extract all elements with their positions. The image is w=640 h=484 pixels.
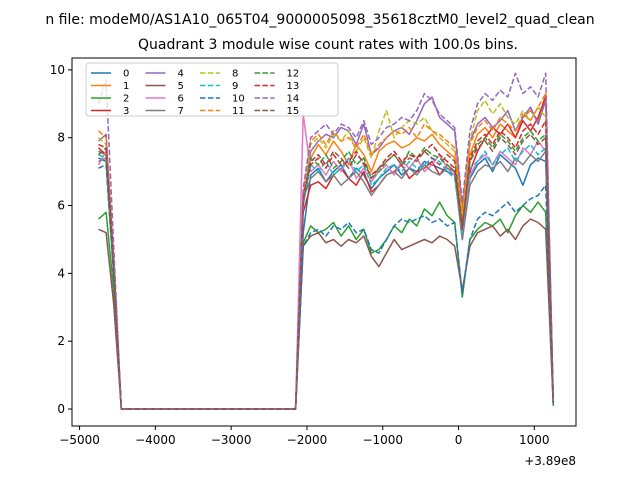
y-tick-label: 8 <box>57 131 65 145</box>
x-tick-label: −4000 <box>135 433 176 447</box>
y-tick-label: 6 <box>57 199 65 213</box>
legend-box <box>85 62 339 117</box>
x-tick-label: −2000 <box>287 433 328 447</box>
series-line-15 <box>97 133 555 410</box>
x-offset-label: +3.89e8 <box>524 454 576 468</box>
y-tick-label: 10 <box>50 63 65 77</box>
legend-label-12: 12 <box>287 69 300 80</box>
y-tick-label: 2 <box>57 334 65 348</box>
figure-suptitle: n file: modeM0/AS1A10_065T04_9000005098_… <box>45 12 594 28</box>
legend-label-4: 4 <box>178 69 184 80</box>
legend-label-6: 6 <box>178 94 184 105</box>
legend-label-13: 13 <box>287 81 300 92</box>
x-tick-label: −5000 <box>59 433 100 447</box>
legend-label-3: 3 <box>123 106 129 117</box>
legend-label-9: 9 <box>232 81 238 92</box>
legend-label-1: 1 <box>123 81 129 92</box>
x-tick-label: 1000 <box>519 433 550 447</box>
legend-label-0: 0 <box>123 69 129 80</box>
y-tick-label: 0 <box>57 402 65 416</box>
series-layer <box>97 72 555 410</box>
y-tick-label: 4 <box>57 266 65 280</box>
series-line-13 <box>98 119 555 410</box>
series-line-10 <box>98 164 555 410</box>
x-tick-label: 0 <box>455 433 463 447</box>
plot-frame <box>71 57 577 427</box>
x-tick-label: −1000 <box>362 433 403 447</box>
legend-label-5: 5 <box>178 81 184 92</box>
legend-label-11: 11 <box>232 106 245 117</box>
chart-title: Quadrant 3 module wise count rates with … <box>138 37 518 53</box>
y-axis: 0 2 4 6 8 10 <box>50 63 72 416</box>
legend-label-7: 7 <box>178 106 184 117</box>
legend-label-15: 15 <box>287 106 300 117</box>
x-axis: −5000 −4000 −3000 −2000 −1000 0 1000 <box>59 426 550 447</box>
legend-label-10: 10 <box>232 94 245 105</box>
x-tick-label: −3000 <box>211 433 252 447</box>
legend-label-2: 2 <box>123 94 129 105</box>
legend-label-14: 14 <box>287 94 300 105</box>
legend-label-8: 8 <box>232 69 238 80</box>
